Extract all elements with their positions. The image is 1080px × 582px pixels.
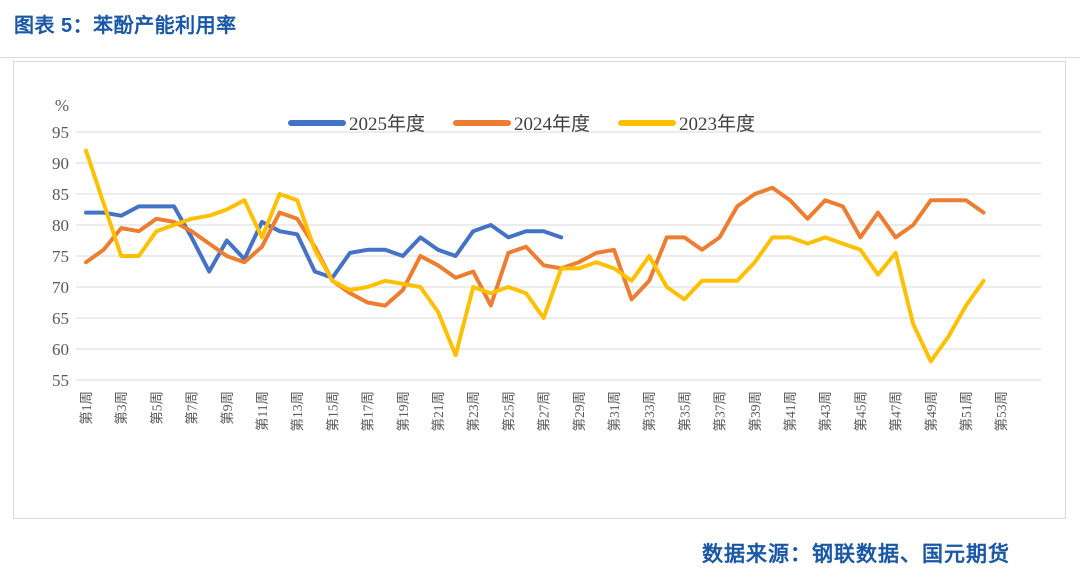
utilization-line-chart: 95 90 85 80 75 70 65 60 55% 第1周 第3周 第5周 第7周 第9周 第11周 第1… [52, 96, 1041, 432]
series-line-2024年度 [84, 185, 986, 308]
x-tick-label: 第15周 [324, 391, 340, 432]
x-tick-label: 第53周 [993, 391, 1009, 432]
x-tick-label: 第23周 [465, 391, 481, 432]
x-tick-label: 第9周 [219, 391, 235, 425]
y-tick-label: 80 [52, 216, 69, 235]
x-tick-label: 第29周 [571, 391, 587, 432]
x-tick-label: 第7周 [184, 391, 200, 425]
y-axis-unit-label: % [55, 96, 69, 115]
y-tick-label: 65 [52, 309, 69, 328]
x-tick-label: 第25周 [500, 391, 516, 432]
page-title: 图表 5：苯酚产能利用率 [14, 15, 237, 37]
x-tick-label: 第49周 [923, 391, 939, 432]
x-tick-label: 第51周 [958, 391, 974, 432]
x-tick-label: 第5周 [148, 391, 164, 425]
series-line-2025年度 [84, 204, 564, 280]
x-tick-label: 第45周 [852, 391, 868, 432]
y-tick-label: 55 [52, 371, 69, 390]
x-tick-label: 第37周 [712, 391, 728, 432]
title-divider [0, 57, 1080, 58]
data-source-note: 数据来源：钢联数据、国元期货 [702, 543, 1010, 566]
legend-label: 2024年度 [514, 113, 590, 135]
chart-panel: 95 90 85 80 75 70 65 60 55% 第1周 第3周 第5周 第7周 第9周 第11周 第1… [13, 61, 1066, 519]
x-tick-label: 第41周 [782, 391, 798, 432]
x-tick-label: 第13周 [289, 391, 305, 432]
x-tick-label: 第19周 [395, 391, 411, 432]
x-tick-label: 第17周 [360, 391, 376, 432]
x-tick-label: 第43周 [817, 391, 833, 432]
x-tick-label: 第35周 [676, 391, 692, 432]
y-tick-label: 75 [52, 247, 69, 266]
x-tick-label: 第1周 [78, 391, 94, 425]
x-tick-label: 第31周 [606, 391, 622, 432]
y-tick-label: 95 [52, 123, 69, 142]
x-tick-label: 第47周 [888, 391, 904, 432]
y-tick-label: 90 [52, 154, 69, 173]
legend-label: 2023年度 [679, 113, 755, 135]
x-tick-label: 第3周 [113, 391, 129, 425]
x-tick-label: 第21周 [430, 391, 446, 432]
y-tick-label: 85 [52, 185, 69, 204]
x-tick-label: 第11周 [254, 391, 270, 431]
y-tick-label: 60 [52, 340, 69, 359]
x-tick-label: 第33周 [641, 391, 657, 432]
x-tick-label: 第27周 [536, 391, 552, 432]
x-tick-label: 第39周 [747, 391, 763, 432]
series-line-2023年度 [84, 148, 986, 364]
y-tick-label: 70 [52, 278, 69, 297]
legend-label: 2025年度 [349, 113, 425, 135]
